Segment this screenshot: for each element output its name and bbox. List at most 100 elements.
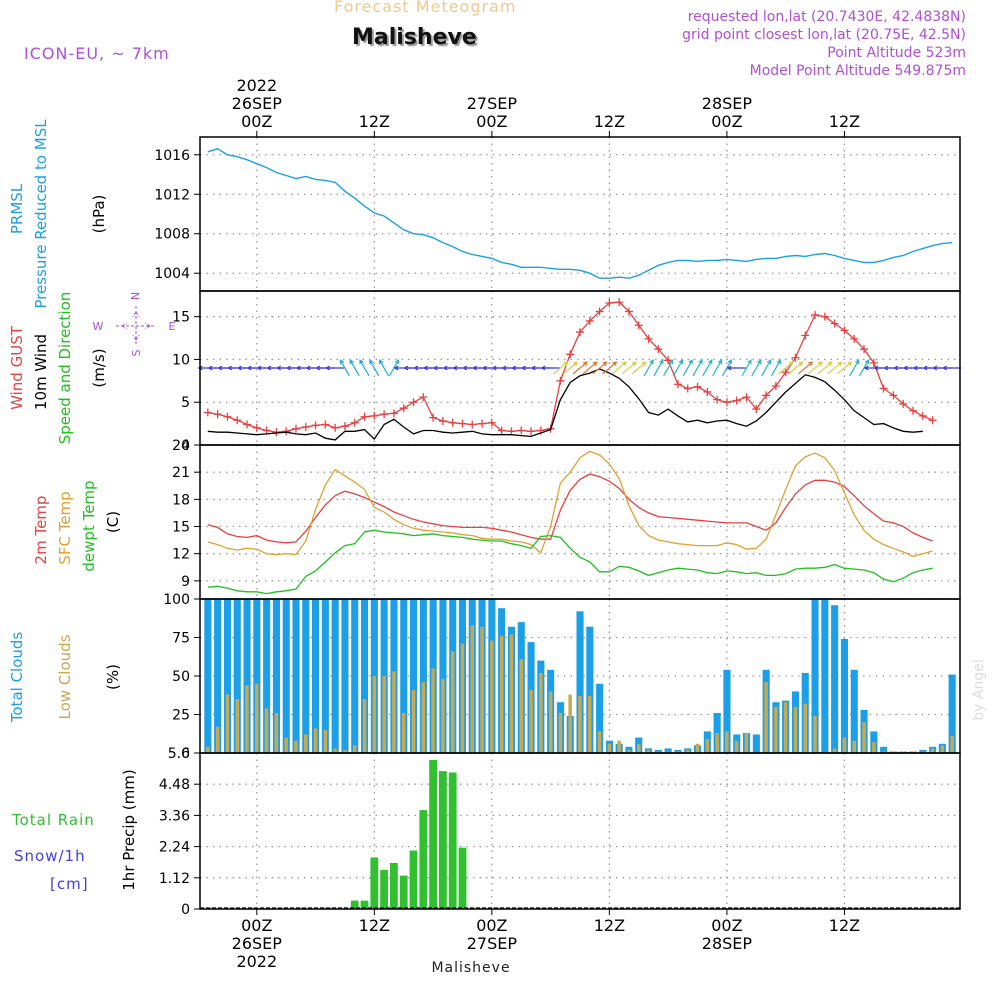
wind-gust-marker (340, 422, 349, 431)
x-tick-label-bottom: 28SEP (702, 934, 753, 953)
y-tick-label: 0 (181, 438, 190, 454)
total-cloud-bar (919, 749, 927, 753)
y-tick-label: 24 (172, 438, 190, 454)
temp-2m-line (207, 473, 933, 544)
wind-gust-marker (389, 409, 398, 418)
compass-n: N (129, 292, 142, 300)
wind-direction-arrow (761, 359, 772, 377)
wind-gust-marker (566, 350, 575, 359)
y-tick-label: 15 (172, 310, 190, 326)
total-rain-label: Total Rain (11, 811, 95, 829)
wind-gust-marker (213, 410, 222, 419)
requested-coords: requested lon,lat (20.7430E, 42.4838N) (687, 9, 966, 25)
x-tick-label-bottom: 00Z (476, 916, 507, 935)
wind-direction-arrow (849, 359, 860, 377)
y-tick-label: 1016 (154, 148, 190, 164)
low-cloud-bar (441, 679, 445, 753)
wind-direction-arrow (553, 361, 569, 375)
low-clouds-label: Low Clouds (56, 634, 74, 719)
wind-unit: (m/s) (90, 348, 108, 387)
wind-direction-arrow (339, 359, 350, 377)
wind-gust-marker (899, 399, 908, 408)
low-cloud-bar (832, 748, 837, 753)
low-cloud-bar (597, 731, 602, 753)
wind-direction-arrow (770, 359, 782, 377)
wind-gust-marker (634, 321, 643, 330)
wind-gust-marker (811, 310, 820, 319)
wind-gust-marker (654, 345, 663, 354)
total-cloud-bar (223, 599, 231, 753)
x-tick-label-top: 00Z (476, 112, 507, 131)
model-altitude: Model Point Altitude 549.875m (749, 63, 966, 79)
rain-bar (448, 772, 457, 909)
y-tick-label: 0 (181, 902, 190, 918)
low-cloud-bar (353, 745, 357, 753)
total-cloud-bar (596, 683, 604, 753)
low-cloud-bar (470, 625, 474, 753)
panel-frame (199, 752, 961, 910)
low-cloud-bar (803, 703, 807, 753)
low-cloud-bar (460, 643, 465, 753)
panel-frame (199, 136, 961, 292)
low-cloud-bar (548, 691, 553, 753)
wind-gust-marker (869, 358, 878, 367)
wind-gust-marker (703, 387, 712, 396)
wind-gust-marker (223, 412, 232, 421)
x-tick-label-top: 00Z (711, 112, 742, 131)
x-tick-label-top: 27SEP (467, 94, 518, 113)
snow-label: Snow/1h (14, 847, 86, 865)
wind-gust-marker (908, 406, 917, 415)
total-cloud-bar (752, 734, 760, 753)
total-cloud-bar (214, 599, 222, 753)
total-cloud-bar (312, 599, 320, 753)
wind-gust-marker (752, 405, 761, 414)
low-cloud-bar (206, 746, 210, 753)
wind-direction-arrow (672, 359, 684, 377)
wind-gust-marker (311, 421, 320, 430)
wind-gust-marker (301, 423, 310, 432)
low-cloud-bar (499, 636, 504, 753)
wind-direction-arrow (369, 359, 380, 377)
wind-gust-marker (282, 427, 291, 436)
low-cloud-bar (431, 668, 435, 753)
rain-bar (409, 850, 418, 909)
y-tick-label: 21 (172, 465, 190, 481)
total-cloud-bar (880, 746, 888, 753)
wind-direction-label: Speed and Direction (56, 292, 74, 445)
temp-dewpt-line (207, 529, 933, 595)
y-tick-label: 9 (181, 574, 190, 590)
point-altitude: Point Altitude 523m (827, 45, 966, 61)
wind-gust-marker (203, 408, 212, 417)
wind-direction-arrow (663, 359, 674, 377)
total-cloud-bar (439, 599, 447, 753)
low-cloud-bar (774, 706, 778, 753)
wind-gust-marker (399, 404, 408, 413)
wind-gust-marker (918, 411, 927, 420)
credit-watermark: by Angel (971, 659, 987, 720)
low-cloud-bar (705, 739, 710, 753)
total-cloud-bar (243, 599, 251, 753)
wind-gust-marker (879, 384, 888, 393)
low-cloud-bar (304, 734, 308, 753)
low-cloud-bar (225, 694, 230, 753)
location-title: Malisheve (352, 25, 477, 50)
low-cloud-bar (734, 740, 739, 753)
y-tick-label: 50 (172, 669, 190, 685)
wind-direction-arrow (751, 359, 762, 377)
low-cloud-bar (793, 706, 798, 753)
compass-s: S (130, 349, 143, 356)
wind-gust-marker (262, 426, 271, 435)
wind-gust-marker (487, 418, 496, 427)
total-cloud-bar (831, 605, 839, 753)
wind-direction-arrow (741, 359, 752, 377)
wind-gust-marker (438, 417, 447, 426)
total-cloud-bar (654, 749, 662, 753)
wind-gust-marker (791, 353, 800, 362)
low-cloud-bar (392, 671, 396, 753)
wind-direction-arrow (621, 361, 637, 375)
low-cloud-bar (255, 683, 259, 753)
x-tick-label-top: 00Z (241, 112, 272, 131)
x-tick-label-bottom: 12Z (594, 916, 625, 935)
y-tick-label: 5.6 (168, 746, 190, 762)
